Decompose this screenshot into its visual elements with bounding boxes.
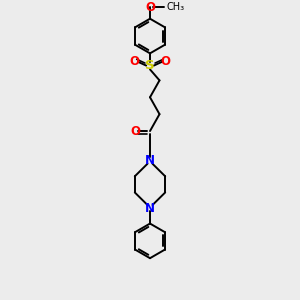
Text: O: O: [160, 55, 170, 68]
Text: O: O: [130, 55, 140, 68]
Text: N: N: [145, 154, 155, 167]
Text: S: S: [145, 59, 155, 72]
Text: O: O: [145, 1, 155, 13]
Text: O: O: [130, 124, 140, 138]
Text: N: N: [145, 202, 155, 214]
Text: CH₃: CH₃: [166, 2, 184, 12]
